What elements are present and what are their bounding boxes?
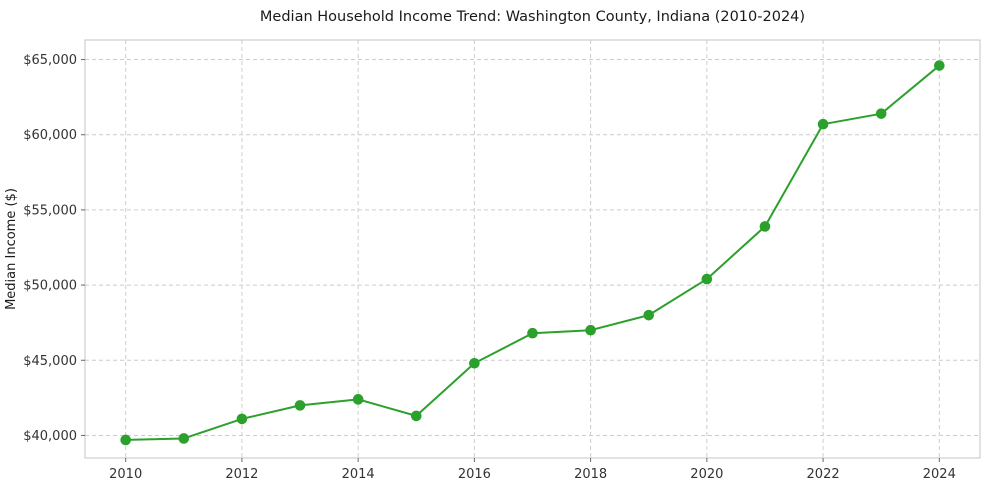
data-point-marker (410, 410, 422, 422)
data-point-marker (701, 273, 713, 285)
data-point-marker (817, 118, 829, 130)
x-tick-label: 2010 (109, 467, 142, 482)
x-tick-label: 2024 (923, 467, 956, 482)
data-point-marker (469, 357, 480, 369)
x-tick-label: 2014 (342, 467, 375, 482)
data-point-marker (934, 60, 945, 71)
x-tick-label: 2018 (574, 467, 607, 482)
data-point-marker (759, 221, 771, 232)
data-point-marker (352, 394, 364, 405)
income-trend-line (124, 64, 941, 441)
y-tick-label: $60,000 (23, 128, 77, 143)
data-point-marker (236, 413, 248, 425)
data-point-marker (875, 108, 887, 119)
data-point-marker (527, 327, 538, 339)
y-tick-label: $55,000 (23, 203, 77, 218)
data-point-marker (585, 324, 596, 336)
data-point-marker (294, 400, 306, 411)
y-axis-label: Median Income ($) (4, 188, 19, 310)
x-tick-label: 2016 (458, 467, 491, 482)
plot-border (84, 39, 981, 459)
x-tick-label: 2020 (690, 467, 723, 482)
y-tick-label: $40,000 (23, 429, 77, 444)
y-tick-label: $65,000 (23, 53, 77, 68)
data-point-marker (120, 434, 131, 446)
y-tick-label: $50,000 (23, 279, 77, 294)
chart-title: Median Household Income Trend: Washingto… (259, 9, 806, 25)
y-tick-label: $45,000 (23, 354, 77, 369)
x-tick-label: 2022 (807, 467, 840, 482)
data-point-marker (178, 433, 190, 444)
x-tick-label: 2012 (225, 467, 258, 482)
data-point-marker (643, 309, 655, 321)
